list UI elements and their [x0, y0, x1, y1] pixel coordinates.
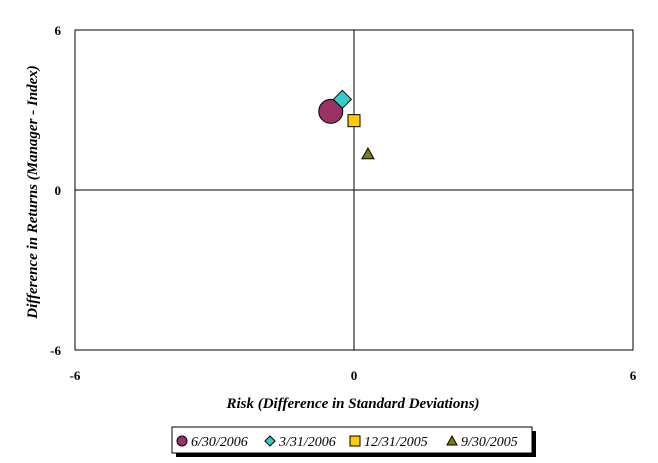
data-point-diamond	[332, 89, 353, 110]
legend-label: 9/30/2005	[461, 435, 518, 450]
legend: 6/30/2006 3/31/2006 12/31/2005 9/30/2005	[171, 426, 536, 457]
x-tick-label: 6	[630, 368, 637, 383]
x-tick-label: 0	[351, 368, 358, 383]
legend-marker-triangle	[446, 434, 458, 446]
y-tick-label: -6	[50, 343, 61, 358]
legend-marker-square	[349, 435, 361, 447]
legend-marker-diamond	[264, 435, 276, 447]
data-point-circle	[318, 98, 344, 124]
data-points	[318, 89, 375, 160]
y-tick-label: 6	[55, 23, 62, 38]
data-point-square	[347, 114, 361, 128]
y-axis-title: Difference in Returns (Manager - Index)	[25, 65, 41, 319]
legend-label: 3/31/2006	[278, 435, 336, 450]
x-tick-labels: -6 0 6	[70, 368, 637, 383]
y-tick-label: 0	[55, 183, 62, 198]
x-axis-title: Risk (Difference in Standard Deviations)	[225, 396, 479, 412]
y-tick-labels: 6 0 -6	[50, 23, 61, 358]
legend-marker-circle	[176, 435, 188, 447]
legend-label: 12/31/2005	[364, 435, 428, 450]
x-tick-label: -6	[70, 368, 81, 383]
data-point-triangle	[361, 146, 375, 160]
legend-label: 6/30/2006	[191, 435, 248, 450]
